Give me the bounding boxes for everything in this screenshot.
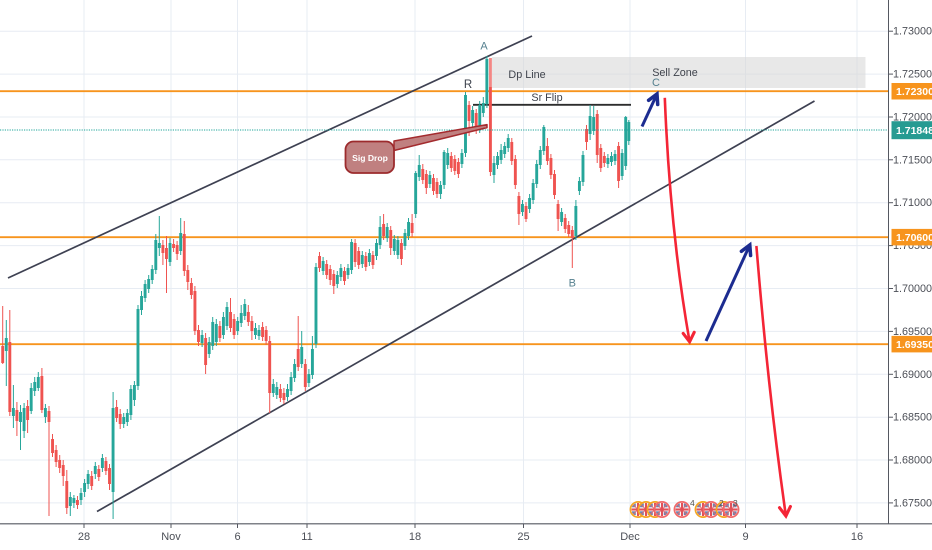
svg-text:2: 2: [719, 498, 724, 508]
svg-text:R: R: [464, 79, 472, 91]
svg-text:18: 18: [409, 531, 421, 543]
svg-text:1.69000: 1.69000: [893, 369, 932, 381]
svg-text:1.72000: 1.72000: [893, 112, 932, 124]
svg-text:Dp Line: Dp Line: [508, 69, 545, 81]
svg-text:1.67500: 1.67500: [893, 497, 932, 509]
svg-text:1.72500: 1.72500: [893, 69, 932, 81]
svg-text:Dec: Dec: [620, 531, 640, 543]
svg-text:28: 28: [78, 531, 90, 543]
svg-text:1.71000: 1.71000: [893, 197, 932, 209]
svg-text:Nov: Nov: [161, 531, 181, 543]
svg-text:4: 4: [690, 498, 695, 508]
svg-text:1.69500: 1.69500: [893, 326, 932, 338]
svg-text:Sr Flip: Sr Flip: [531, 92, 562, 104]
svg-text:11: 11: [301, 531, 312, 543]
svg-text:1.69350: 1.69350: [896, 339, 932, 351]
svg-text:C: C: [652, 77, 660, 89]
svg-text:B: B: [569, 278, 576, 290]
svg-text:1.70000: 1.70000: [893, 283, 932, 295]
svg-text:1.70600: 1.70600: [896, 232, 932, 244]
svg-text:A: A: [480, 41, 488, 53]
svg-text:1.71848: 1.71848: [896, 125, 932, 137]
svg-text:16: 16: [851, 531, 863, 543]
svg-text:1.72300: 1.72300: [896, 86, 932, 98]
svg-text:1.68500: 1.68500: [893, 412, 932, 424]
svg-text:1.73000: 1.73000: [893, 26, 932, 38]
svg-text:25: 25: [517, 531, 529, 543]
svg-text:Sell Zone: Sell Zone: [652, 67, 698, 79]
svg-text:Sig Drop: Sig Drop: [352, 153, 388, 163]
svg-text:1.71500: 1.71500: [893, 154, 932, 166]
svg-text:3: 3: [733, 498, 738, 508]
svg-text:1.68000: 1.68000: [893, 455, 932, 467]
svg-text:9: 9: [742, 531, 748, 543]
svg-text:6: 6: [234, 531, 240, 543]
